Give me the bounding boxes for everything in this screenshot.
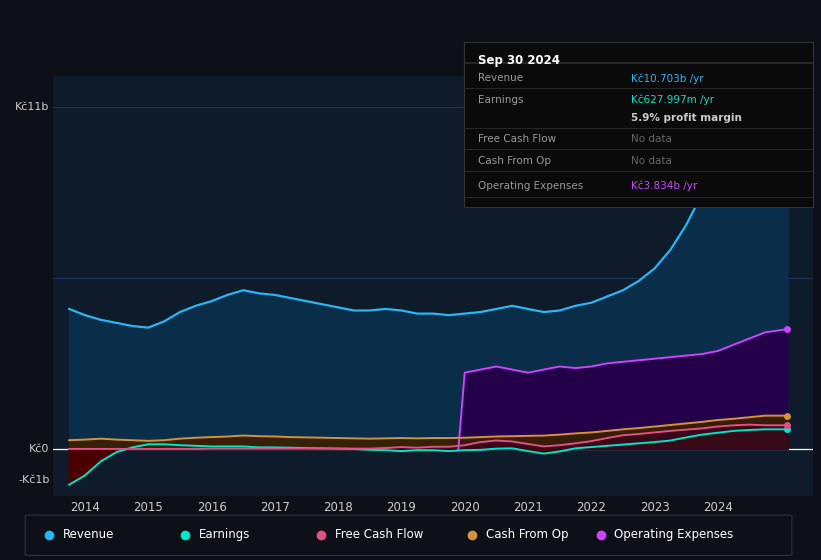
Text: Kč10.703b /yr: Kč10.703b /yr	[631, 73, 704, 83]
Text: Cash From Op: Cash From Op	[486, 528, 568, 542]
Text: Revenue: Revenue	[63, 528, 114, 542]
Text: Earnings: Earnings	[199, 528, 250, 542]
Text: Operating Expenses: Operating Expenses	[614, 528, 734, 542]
Text: -Kč1b: -Kč1b	[18, 475, 49, 485]
Text: Operating Expenses: Operating Expenses	[478, 181, 583, 191]
Text: Kč11b: Kč11b	[16, 102, 49, 111]
Text: No data: No data	[631, 134, 672, 144]
Text: Free Cash Flow: Free Cash Flow	[478, 134, 556, 144]
Text: No data: No data	[631, 156, 672, 166]
Text: Kč627.997m /yr: Kč627.997m /yr	[631, 95, 714, 105]
Text: Cash From Op: Cash From Op	[478, 156, 551, 166]
Text: Kč0: Kč0	[30, 444, 49, 454]
Text: Kč3.834b /yr: Kč3.834b /yr	[631, 180, 698, 191]
Text: Free Cash Flow: Free Cash Flow	[335, 528, 424, 542]
Text: 5.9% profit margin: 5.9% profit margin	[631, 113, 742, 123]
Text: Sep 30 2024: Sep 30 2024	[478, 54, 560, 67]
Text: Earnings: Earnings	[478, 95, 523, 105]
Text: Revenue: Revenue	[478, 73, 523, 83]
